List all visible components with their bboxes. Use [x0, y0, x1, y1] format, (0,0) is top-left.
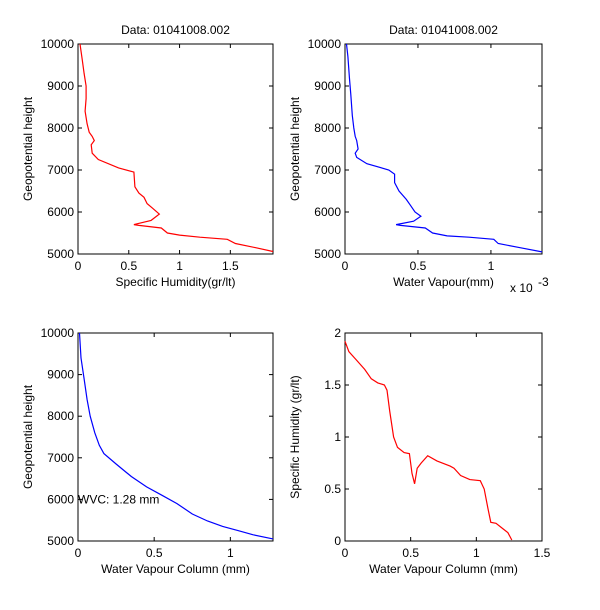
plot-area: [77, 332, 274, 542]
y-tick-label: 5000: [47, 247, 74, 261]
y-tick-label: 0: [334, 534, 341, 548]
series-line-water-vapour: [345, 43, 543, 253]
x-tick-label: 0.5: [402, 546, 419, 560]
y-tick-label: 10000: [308, 37, 342, 51]
y-tick-label: 1: [334, 430, 341, 444]
x-axis-label: Water Vapour Column (mm): [369, 562, 518, 576]
x-tick-label: 1: [488, 259, 495, 273]
y-tick-label: 8000: [47, 121, 74, 135]
y-tick-label: 7000: [47, 163, 74, 177]
plot-area: [344, 43, 543, 255]
y-axis-label: Geopotential height: [21, 384, 35, 489]
y-tick-label: 8000: [314, 121, 341, 135]
y-tick-label: 9000: [47, 79, 74, 93]
y-tick-label: 5000: [47, 534, 74, 548]
y-tick-label: 6000: [47, 492, 74, 506]
plot-area: [344, 332, 543, 542]
chart-title: Data: 01041008.002: [121, 23, 230, 37]
subplot-1: 0 0.5 1 1.5 5000 6000 7000 8000 9000 10000 Data: 0…: [21, 23, 274, 289]
x-axis-multiplier-exponent: -3: [538, 275, 549, 289]
x-tick-label: 1: [227, 546, 234, 560]
y-tick-label: 2: [334, 326, 341, 340]
y-tick-label: 7000: [314, 163, 341, 177]
series-line-specific-humidity: [79, 43, 274, 253]
x-tick-label: 0: [75, 546, 82, 560]
plot-area: [77, 43, 274, 255]
x-tick-label: 0: [342, 259, 349, 273]
x-tick-label: 0.5: [146, 546, 163, 560]
series-line-sh-vs-wvc: [344, 341, 513, 541]
subplot-4: 0 0.5 1 1.5 0 0.5 1 1.5 2 Water Vapour Column (mm…: [288, 326, 551, 576]
series-line-water-vapour-column: [78, 332, 274, 540]
x-tick-label: 0: [342, 546, 349, 560]
y-axis-label: Geopotential height: [288, 96, 302, 201]
y-tick-label: 0.5: [324, 482, 341, 496]
x-axis-label: Specific Humidity(gr/lt): [115, 275, 235, 289]
x-axis-label: Water Vapour(mm): [393, 275, 494, 289]
subplot-2: 0 0.5 1 5000 6000 7000 8000 9000 10000 Data: 0104…: [288, 23, 549, 295]
y-tick-label: 7000: [47, 451, 74, 465]
x-axis-multiplier: x 10: [510, 281, 533, 295]
y-tick-label: 1.5: [324, 378, 341, 392]
y-tick-label: 9000: [47, 368, 74, 382]
x-tick-label: 1.5: [534, 546, 551, 560]
y-tick-label: 9000: [314, 79, 341, 93]
chart-title: Data: 01041008.002: [389, 23, 498, 37]
y-tick-label: 6000: [47, 205, 74, 219]
y-tick-label: 10000: [41, 37, 75, 51]
y-tick-label: 8000: [47, 409, 74, 423]
x-tick-label: 1: [176, 259, 183, 273]
x-tick-label: 0.5: [410, 259, 427, 273]
y-axis-label: Specific Humidity (gr/lt): [288, 375, 302, 498]
y-axis-label: Geopotential height: [21, 96, 35, 201]
x-tick-label: 1.5: [222, 259, 239, 273]
y-tick-label: 6000: [314, 205, 341, 219]
x-tick-label: 0.5: [120, 259, 137, 273]
y-tick-label: 10000: [41, 326, 75, 340]
x-tick-label: 1: [473, 546, 480, 560]
y-tick-label: 5000: [314, 247, 341, 261]
wvc-annotation: WVC: 1.28 mm: [78, 492, 159, 506]
x-axis-label: Water Vapour Column (mm): [101, 562, 250, 576]
x-tick-label: 0: [75, 259, 82, 273]
subplot-3: 0 0.5 1 5000 6000 7000 8000 9000 10000 Water Vapo…: [21, 326, 274, 576]
